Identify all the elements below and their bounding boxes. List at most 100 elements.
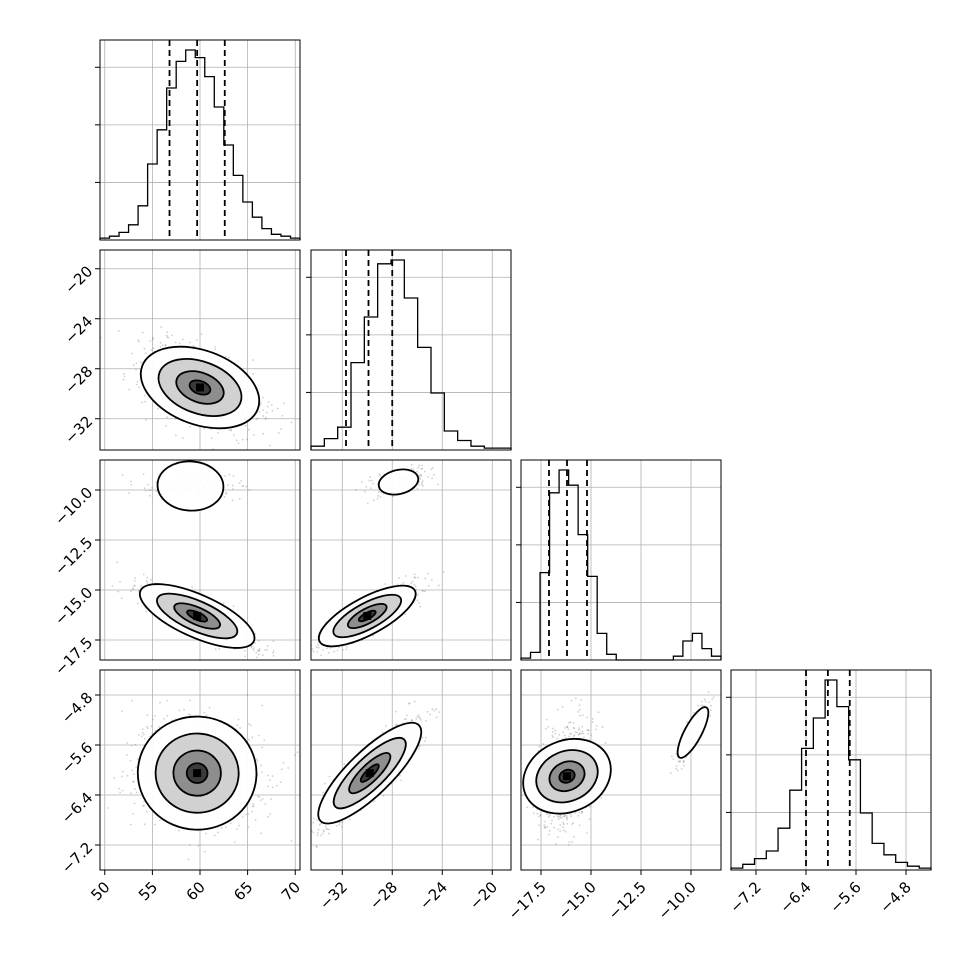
sample-point (159, 819, 161, 822)
sample-point (338, 821, 341, 824)
sample-point (424, 740, 426, 743)
sample-point (235, 439, 238, 442)
sample-point (411, 720, 414, 723)
sample-point (252, 434, 255, 436)
sample-point (252, 803, 255, 805)
sample-point (262, 415, 265, 417)
sample-point (250, 646, 253, 649)
sample-point (297, 665, 299, 667)
sample-point (260, 832, 262, 835)
sample-point (222, 602, 225, 605)
sample-point (225, 493, 228, 495)
sample-point (315, 818, 318, 821)
sample-point (327, 651, 330, 654)
sample-point (132, 588, 134, 591)
sample-point (270, 798, 272, 801)
sample-point (257, 795, 260, 798)
scatter-panel (310, 669, 512, 871)
sample-point (336, 649, 339, 652)
sample-point (398, 577, 401, 579)
sample-point (280, 428, 282, 431)
sample-point (158, 726, 161, 728)
sample-point (264, 803, 267, 805)
sample-point (397, 583, 399, 586)
sample-point (316, 834, 319, 837)
sample-point (182, 437, 184, 440)
sample-point (254, 819, 257, 821)
sample-point (268, 444, 271, 447)
histogram-step (310, 259, 512, 450)
sample-point (134, 743, 137, 746)
sample-point (312, 821, 315, 824)
sample-point (372, 482, 375, 485)
sample-point (214, 346, 216, 348)
sample-point (373, 800, 376, 803)
sample-point (122, 378, 125, 381)
histogram-panel (306, 249, 512, 451)
sample-point (130, 483, 133, 486)
sample-point (205, 832, 207, 835)
sample-point (252, 373, 254, 376)
sample-point (256, 759, 259, 762)
sample-point (316, 832, 319, 834)
sample-point (317, 644, 320, 646)
sample-point (433, 473, 435, 476)
sample-point (415, 588, 418, 591)
sample-point (410, 468, 413, 470)
sample-point (244, 425, 247, 427)
sample-point (417, 714, 420, 717)
sample-point (263, 739, 266, 742)
sample-point (131, 352, 134, 355)
sample-point (130, 744, 133, 747)
sample-point (214, 648, 217, 651)
sample-point (348, 818, 351, 821)
sample-point (223, 496, 226, 498)
sample-point (166, 336, 169, 338)
sample-point (429, 713, 432, 716)
sample-point (364, 490, 366, 493)
sample-point (189, 714, 192, 716)
sample-point (270, 403, 273, 406)
scatter-panel (99, 249, 301, 451)
sample-point (407, 702, 410, 705)
sample-point (290, 839, 293, 842)
sample-point (315, 646, 318, 649)
sample-point (307, 645, 309, 647)
sample-point (142, 473, 145, 475)
sample-point (129, 480, 132, 483)
sample-point (133, 802, 136, 805)
sample-point (146, 725, 148, 728)
sample-point (132, 773, 135, 776)
sample-point (394, 724, 397, 727)
sample-point (126, 753, 128, 756)
sample-point (418, 483, 420, 486)
sample-point (129, 590, 132, 593)
sample-point (267, 401, 270, 403)
sample-point (155, 481, 158, 484)
sample-point (121, 770, 124, 773)
sample-point (323, 830, 325, 833)
sample-point (368, 479, 371, 482)
sample-point (260, 771, 263, 774)
sample-point (231, 484, 234, 487)
sample-point (369, 487, 372, 490)
sample-point (116, 561, 119, 564)
sample-point (146, 714, 149, 716)
sample-point (437, 483, 440, 486)
sample-point (411, 580, 414, 583)
sample-point (142, 733, 145, 736)
sample-point (246, 693, 249, 696)
sample-point (417, 466, 420, 469)
sample-point (430, 468, 433, 471)
sample-point (132, 780, 135, 783)
sample-point (414, 576, 416, 579)
sample-point (283, 402, 286, 405)
density-contour (377, 468, 420, 496)
sample-point (272, 654, 275, 657)
sample-point (255, 651, 258, 654)
sample-point (121, 710, 123, 712)
sample-point (345, 645, 348, 648)
sample-point (232, 488, 234, 491)
sample-point (413, 576, 416, 579)
sample-point (431, 466, 434, 469)
